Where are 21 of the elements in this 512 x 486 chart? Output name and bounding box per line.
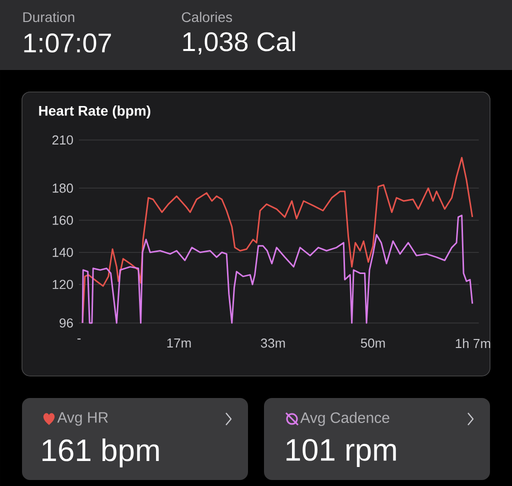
text: Avg HR: [57, 412, 108, 426]
x-tick-label: 33m: [260, 338, 285, 348]
text: Calories: [182, 12, 232, 22]
text: 1,038 Cal: [183, 31, 295, 54]
text: 1:07:07: [24, 33, 111, 53]
x-tick-label: -: [77, 338, 81, 340]
y-tick-label: 120: [52, 280, 73, 290]
line-series: [82, 214, 474, 324]
text: 101 rpm: [286, 438, 396, 468]
text: Duration: [23, 12, 74, 22]
y-tick-label: 180: [52, 184, 73, 193]
y-tick-label: 160: [52, 216, 73, 225]
x-tick-label: 50m: [360, 338, 385, 348]
y-tick-label: 96: [60, 318, 73, 328]
x-tick-label: 1h 7m: [456, 338, 490, 348]
x-tick-label: 17m: [167, 338, 191, 348]
y-tick-label: 140: [52, 248, 73, 257]
y-tick-label: 210: [52, 135, 73, 145]
text: Avg Cadence: [300, 412, 390, 426]
chart-title: Heart Rate (bpm): [39, 105, 150, 119]
text: 161 bpm: [42, 438, 159, 468]
